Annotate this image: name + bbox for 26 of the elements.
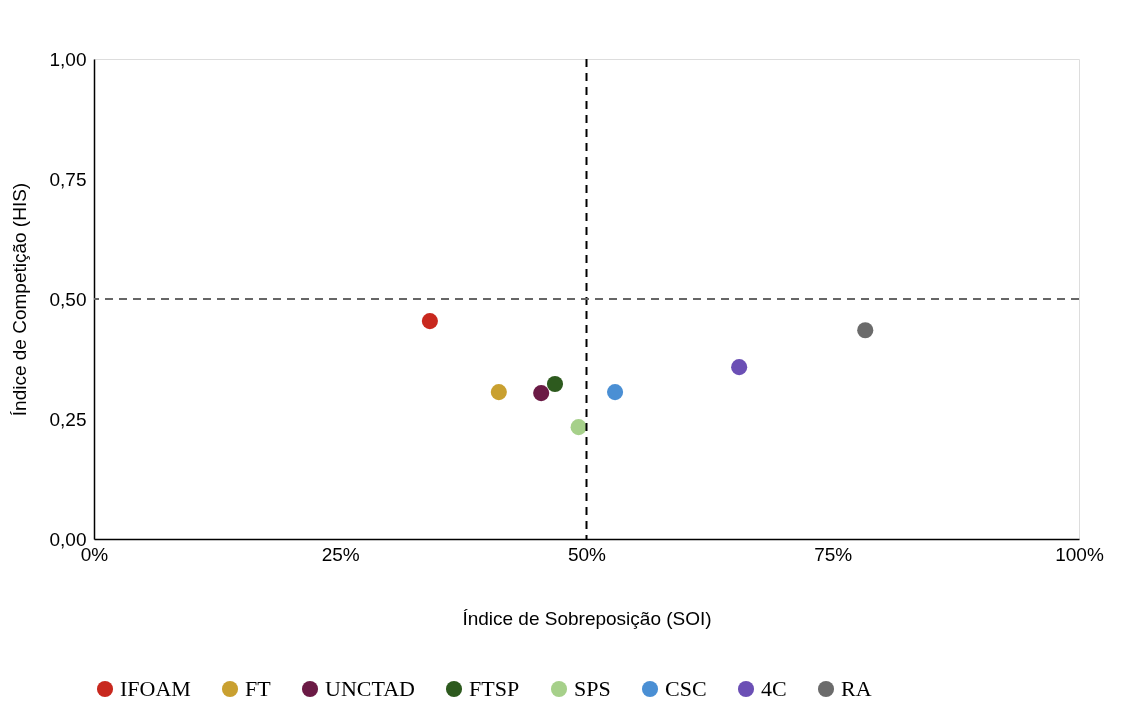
x-tick-label: 75%	[814, 543, 853, 565]
point	[421, 313, 438, 330]
x-tick-label: 50%	[567, 543, 607, 565]
point	[490, 384, 507, 401]
legend-label: IFOAM	[120, 676, 191, 701]
point	[731, 359, 748, 376]
point	[607, 384, 624, 401]
x-axis-title: Índice de Sobreposição (SOI)	[462, 607, 712, 629]
legend-label: RA	[841, 676, 872, 701]
point	[570, 419, 587, 436]
legend-label: UNCTAD	[325, 676, 415, 701]
y-tick-label: 1,00	[49, 48, 87, 70]
point	[857, 322, 874, 339]
x-tick-label: 100%	[1055, 543, 1104, 565]
point	[533, 385, 550, 402]
y-tick-label: 0,50	[49, 288, 87, 310]
y-axis-title: Índice de Competição (HIS)	[8, 182, 30, 417]
y-tick-label: 0,25	[49, 408, 87, 430]
x-tick-label: 25%	[321, 543, 360, 565]
legend-label: FT	[245, 676, 272, 701]
y-tick-label: 0,75	[49, 168, 87, 190]
legend-label: FTSP	[469, 676, 520, 701]
legend-label: SPS	[574, 676, 611, 701]
legend-label: 4C	[761, 676, 787, 701]
legend-label: CSC	[665, 676, 707, 701]
point	[546, 375, 564, 393]
